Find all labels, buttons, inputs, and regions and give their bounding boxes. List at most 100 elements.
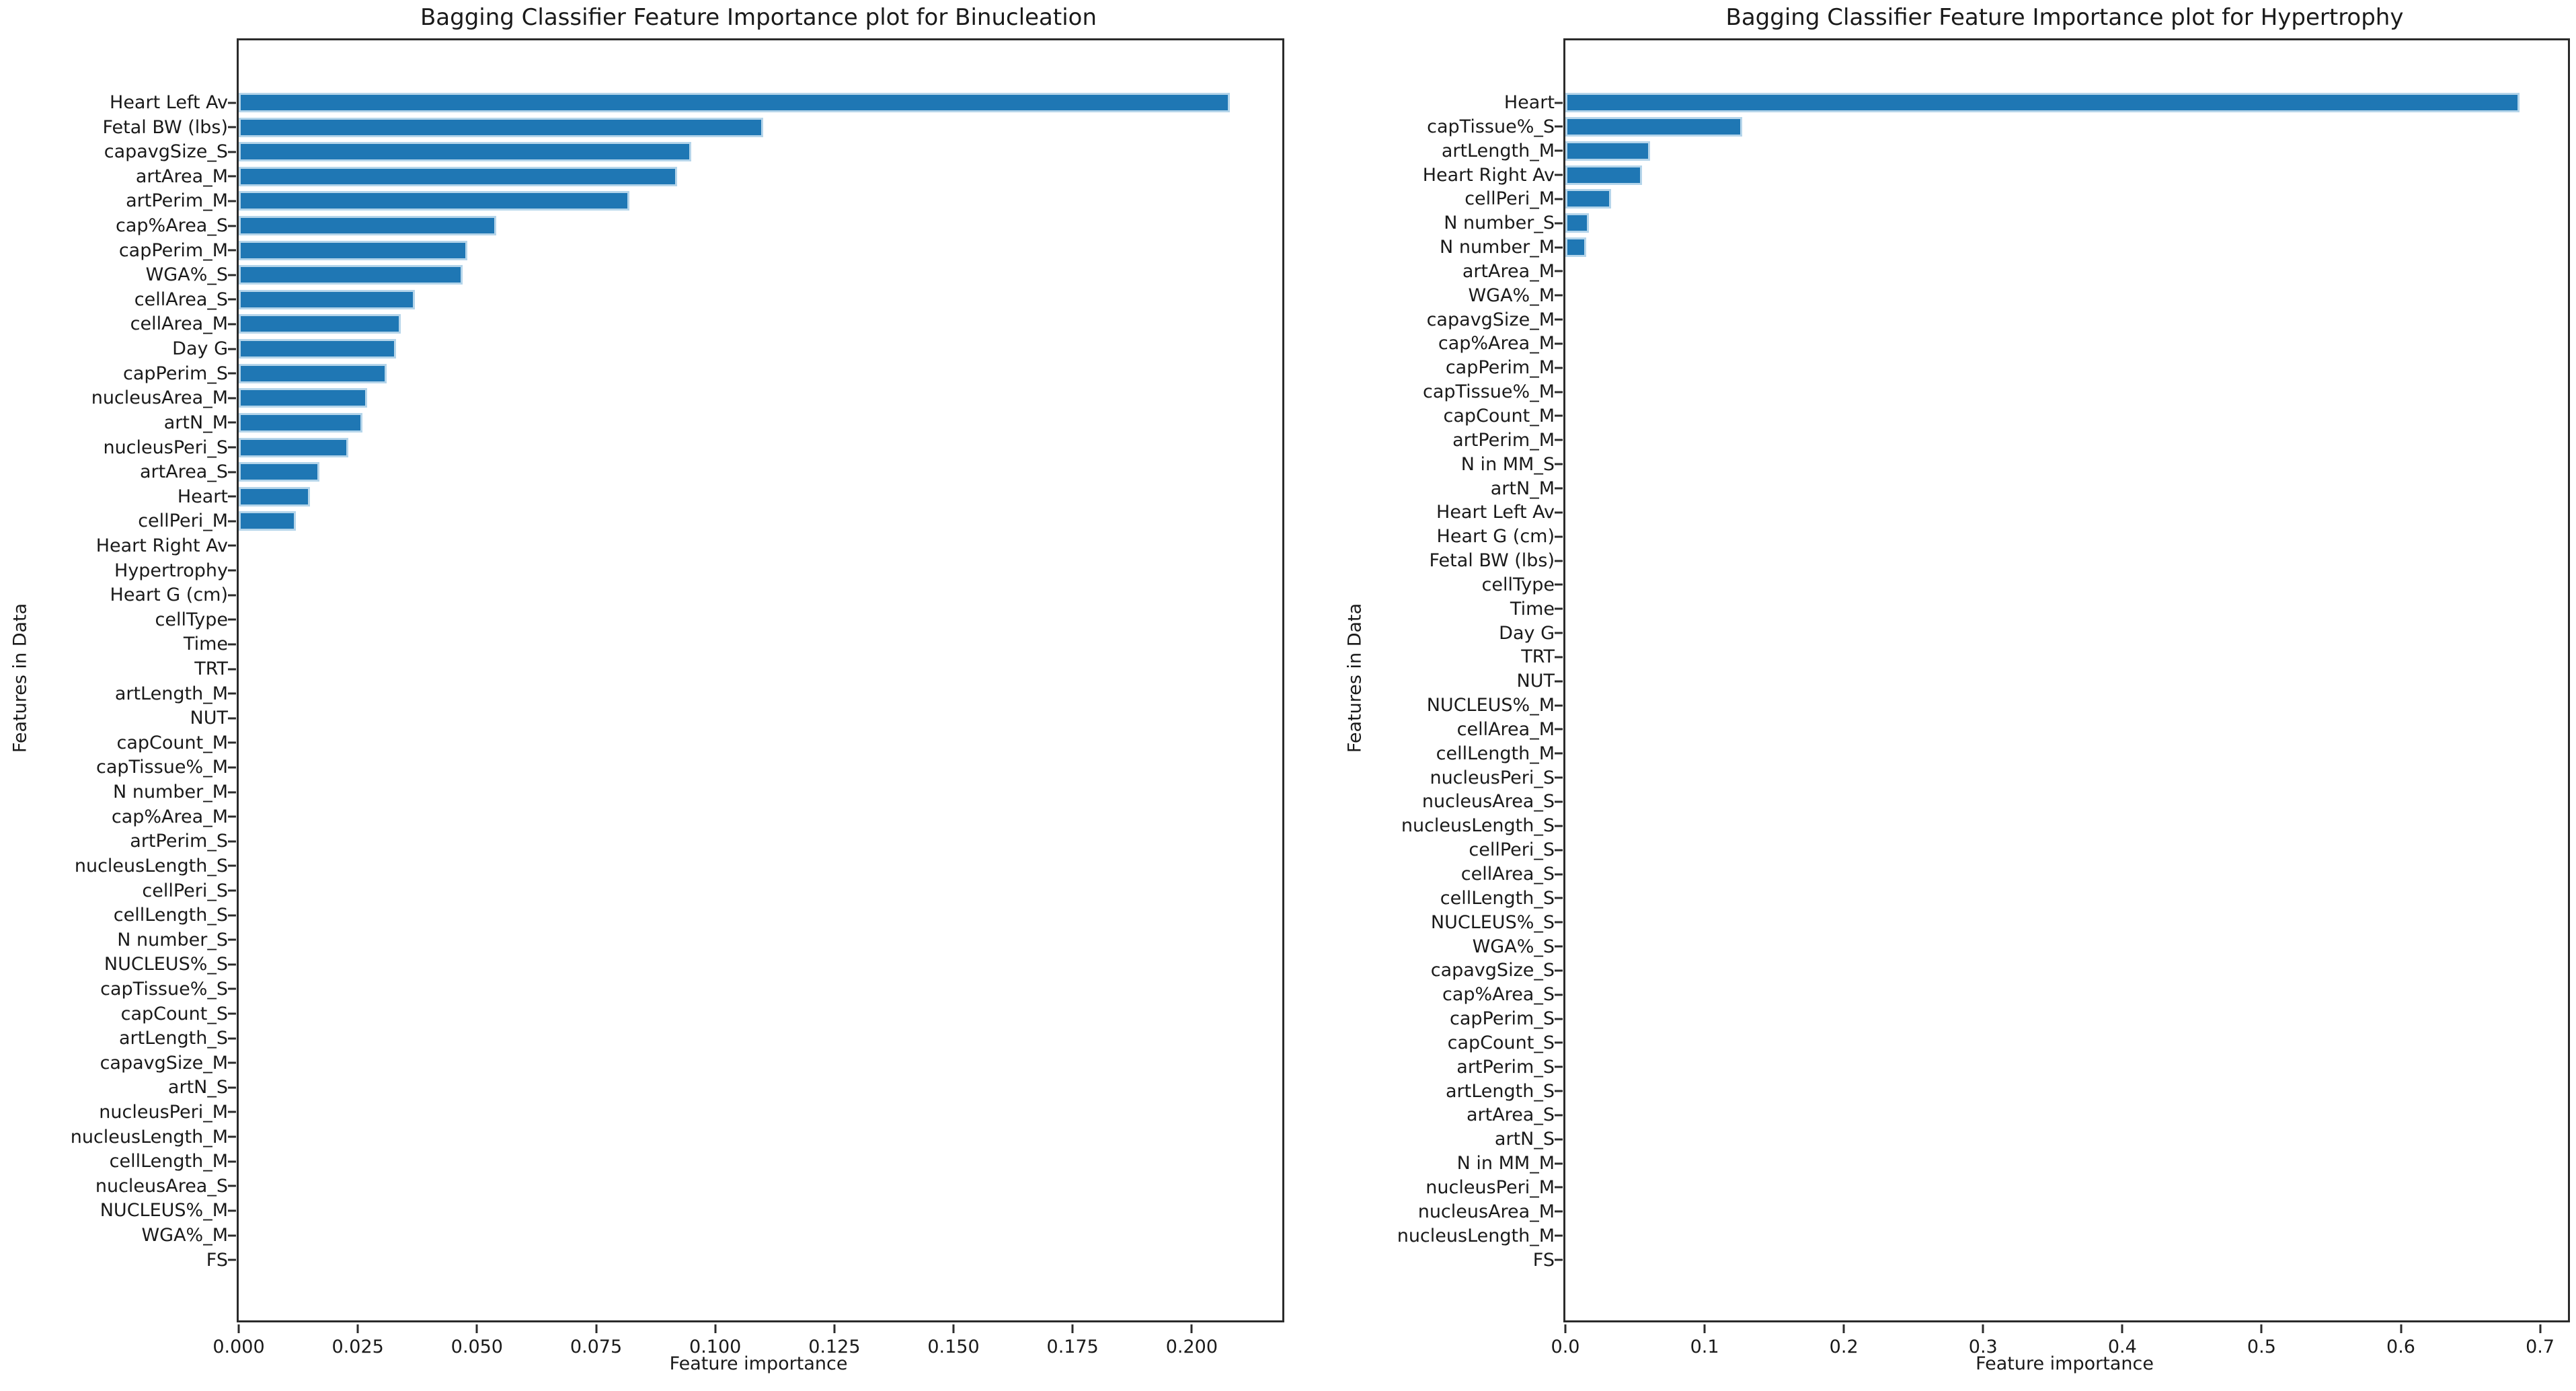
y-tick-mark xyxy=(228,446,236,449)
y-tick-label: cellPeri_M xyxy=(138,511,228,532)
bar-row: cap%Area_M xyxy=(112,807,1282,827)
bar-row: capPerim_S xyxy=(123,363,1282,383)
y-tick-label: artArea_S xyxy=(139,461,228,483)
y-tick-mark xyxy=(228,1185,236,1187)
bar-row: cellLength_S xyxy=(1440,889,2568,908)
y-tick-mark xyxy=(1555,583,1563,586)
bar-row: capPerim_S xyxy=(1450,1009,2568,1028)
y-tick-label: cap%Area_S xyxy=(116,215,228,237)
bar-row: artPerim_S xyxy=(1456,1057,2568,1077)
bar-row: capCount_S xyxy=(121,1004,1282,1024)
chart-title-hypertrophy: Bagging Classifier Feature Importance pl… xyxy=(1725,4,2404,31)
bar-row: Heart G (cm) xyxy=(1437,527,2568,546)
y-tick-mark xyxy=(228,102,236,104)
importance-bar xyxy=(239,117,763,137)
bar-row: NUT xyxy=(1517,671,2568,691)
y-tick-mark xyxy=(1555,414,1563,417)
bar-row: nucleusPeri_S xyxy=(1430,768,2568,788)
x-tick-mark xyxy=(952,1324,955,1333)
bar-row: capTissue%_M xyxy=(96,757,1282,777)
y-tick-label: nucleusLength_M xyxy=(70,1126,228,1148)
y-tick-mark xyxy=(1555,342,1563,345)
y-tick-label: TRT xyxy=(1521,646,1555,668)
y-tick-mark xyxy=(1555,246,1563,249)
y-tick-label: capPerim_M xyxy=(118,239,228,261)
y-tick-label: capCount_M xyxy=(116,732,228,753)
bar-row: capavgSize_S xyxy=(1431,961,2568,980)
bar-row: artN_M xyxy=(164,412,1282,433)
y-tick-mark xyxy=(228,569,236,572)
y-tick-label: cellLength_S xyxy=(1440,887,1555,909)
y-tick-label: cellArea_M xyxy=(1456,718,1555,740)
y-tick-mark xyxy=(228,495,236,498)
y-tick-label: cellLength_S xyxy=(113,905,228,926)
bar-row: WGA%_S xyxy=(146,265,1282,285)
bar-row: N number_S xyxy=(117,930,1282,950)
y-axis-label-hypertrophy: Features in Data xyxy=(1344,603,1366,753)
y-tick-mark xyxy=(228,151,236,153)
y-tick-mark xyxy=(228,1111,236,1113)
importance-bar xyxy=(1565,116,1742,137)
bar-row: cap%Area_S xyxy=(1442,985,2568,1004)
bar-row: N in MM_M xyxy=(1457,1154,2568,1173)
importance-bar xyxy=(239,314,401,334)
importance-bar xyxy=(239,339,396,359)
y-tick-label: NUCLEUS%_M xyxy=(1426,695,1555,716)
y-tick-mark xyxy=(228,938,236,941)
y-tick-mark xyxy=(228,1234,236,1237)
y-tick-mark xyxy=(1555,632,1563,634)
importance-bar xyxy=(1565,189,1612,209)
plot-area-hypertrophy: Heart capTissue%_S artLength_M Heart Right … xyxy=(1397,38,2570,1357)
x-tick-mark xyxy=(595,1324,597,1333)
bar-row: artLength_S xyxy=(119,1028,1282,1048)
y-tick-label: capavgSize_S xyxy=(1430,960,1555,981)
y-tick-label: NUCLEUS%_S xyxy=(104,954,228,975)
bar-row: N number_M xyxy=(113,782,1282,802)
x-tick-mark xyxy=(1564,1324,1567,1333)
y-tick-mark xyxy=(228,200,236,202)
y-tick-label: cap%Area_M xyxy=(111,806,228,827)
y-tick-mark xyxy=(228,348,236,350)
y-tick-mark xyxy=(1555,1186,1563,1189)
y-tick-mark xyxy=(1555,1018,1563,1020)
bar-row: WGA%_S xyxy=(1473,937,2568,956)
y-tick-mark xyxy=(228,225,236,227)
y-tick-label: cellPeri_M xyxy=(1465,188,1555,210)
y-tick-mark xyxy=(228,1160,236,1163)
y-tick-mark xyxy=(228,766,236,769)
y-tick-mark xyxy=(1555,945,1563,948)
y-tick-mark xyxy=(228,889,236,892)
bar-row: Heart Right Av xyxy=(96,536,1282,556)
bar-row: FS xyxy=(206,1250,1282,1270)
y-tick-mark xyxy=(1555,535,1563,538)
y-tick-label: cellLength_M xyxy=(109,1151,228,1172)
bar-row: TRT xyxy=(194,659,1282,679)
y-tick-mark xyxy=(1555,102,1563,104)
y-tick-label: capavgSize_M xyxy=(100,1052,228,1074)
y-tick-mark xyxy=(1555,125,1563,128)
importance-bar xyxy=(239,412,363,433)
bar-row: artN_S xyxy=(1495,1129,2568,1149)
y-tick-label: nucleusArea_S xyxy=(1421,791,1555,813)
x-tick-mark xyxy=(1703,1324,1706,1333)
x-axis-label-binucleation: Feature importance xyxy=(669,1353,848,1374)
y-tick-label: Time xyxy=(1510,598,1555,619)
bar-row: Time xyxy=(184,634,1282,654)
plot-area-binucleation: Heart Left Av Fetal BW (lbs) capavgSize_S a… xyxy=(71,38,1284,1357)
bar-row: nucleusArea_M xyxy=(1418,1202,2568,1221)
y-tick-mark xyxy=(228,397,236,400)
x-tick-mark xyxy=(475,1324,478,1333)
y-tick-mark xyxy=(1555,1114,1563,1117)
x-tick-mark xyxy=(1071,1324,1074,1333)
y-tick-label: cap%Area_M xyxy=(1438,333,1555,354)
y-tick-label: artN_S xyxy=(167,1077,228,1098)
y-tick-label: FS xyxy=(1532,1249,1555,1271)
y-tick-label: artLength_M xyxy=(114,683,228,704)
y-tick-label: capTissue%_M xyxy=(1422,381,1555,403)
y-tick-mark xyxy=(1555,921,1563,924)
y-tick-label: NUCLEUS%_S xyxy=(1430,911,1555,933)
bar-row: cellLength_M xyxy=(1436,744,2568,763)
y-tick-mark xyxy=(228,987,236,990)
y-tick-mark xyxy=(228,643,236,646)
